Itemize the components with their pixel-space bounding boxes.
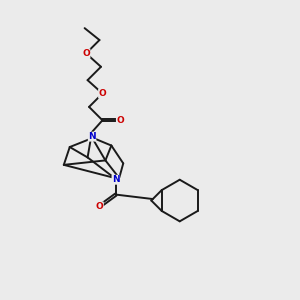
Text: O: O [82, 49, 90, 58]
Text: N: N [88, 132, 96, 141]
Text: O: O [96, 202, 103, 211]
Text: N: N [112, 175, 120, 184]
Text: O: O [116, 116, 124, 125]
Text: O: O [99, 89, 106, 98]
